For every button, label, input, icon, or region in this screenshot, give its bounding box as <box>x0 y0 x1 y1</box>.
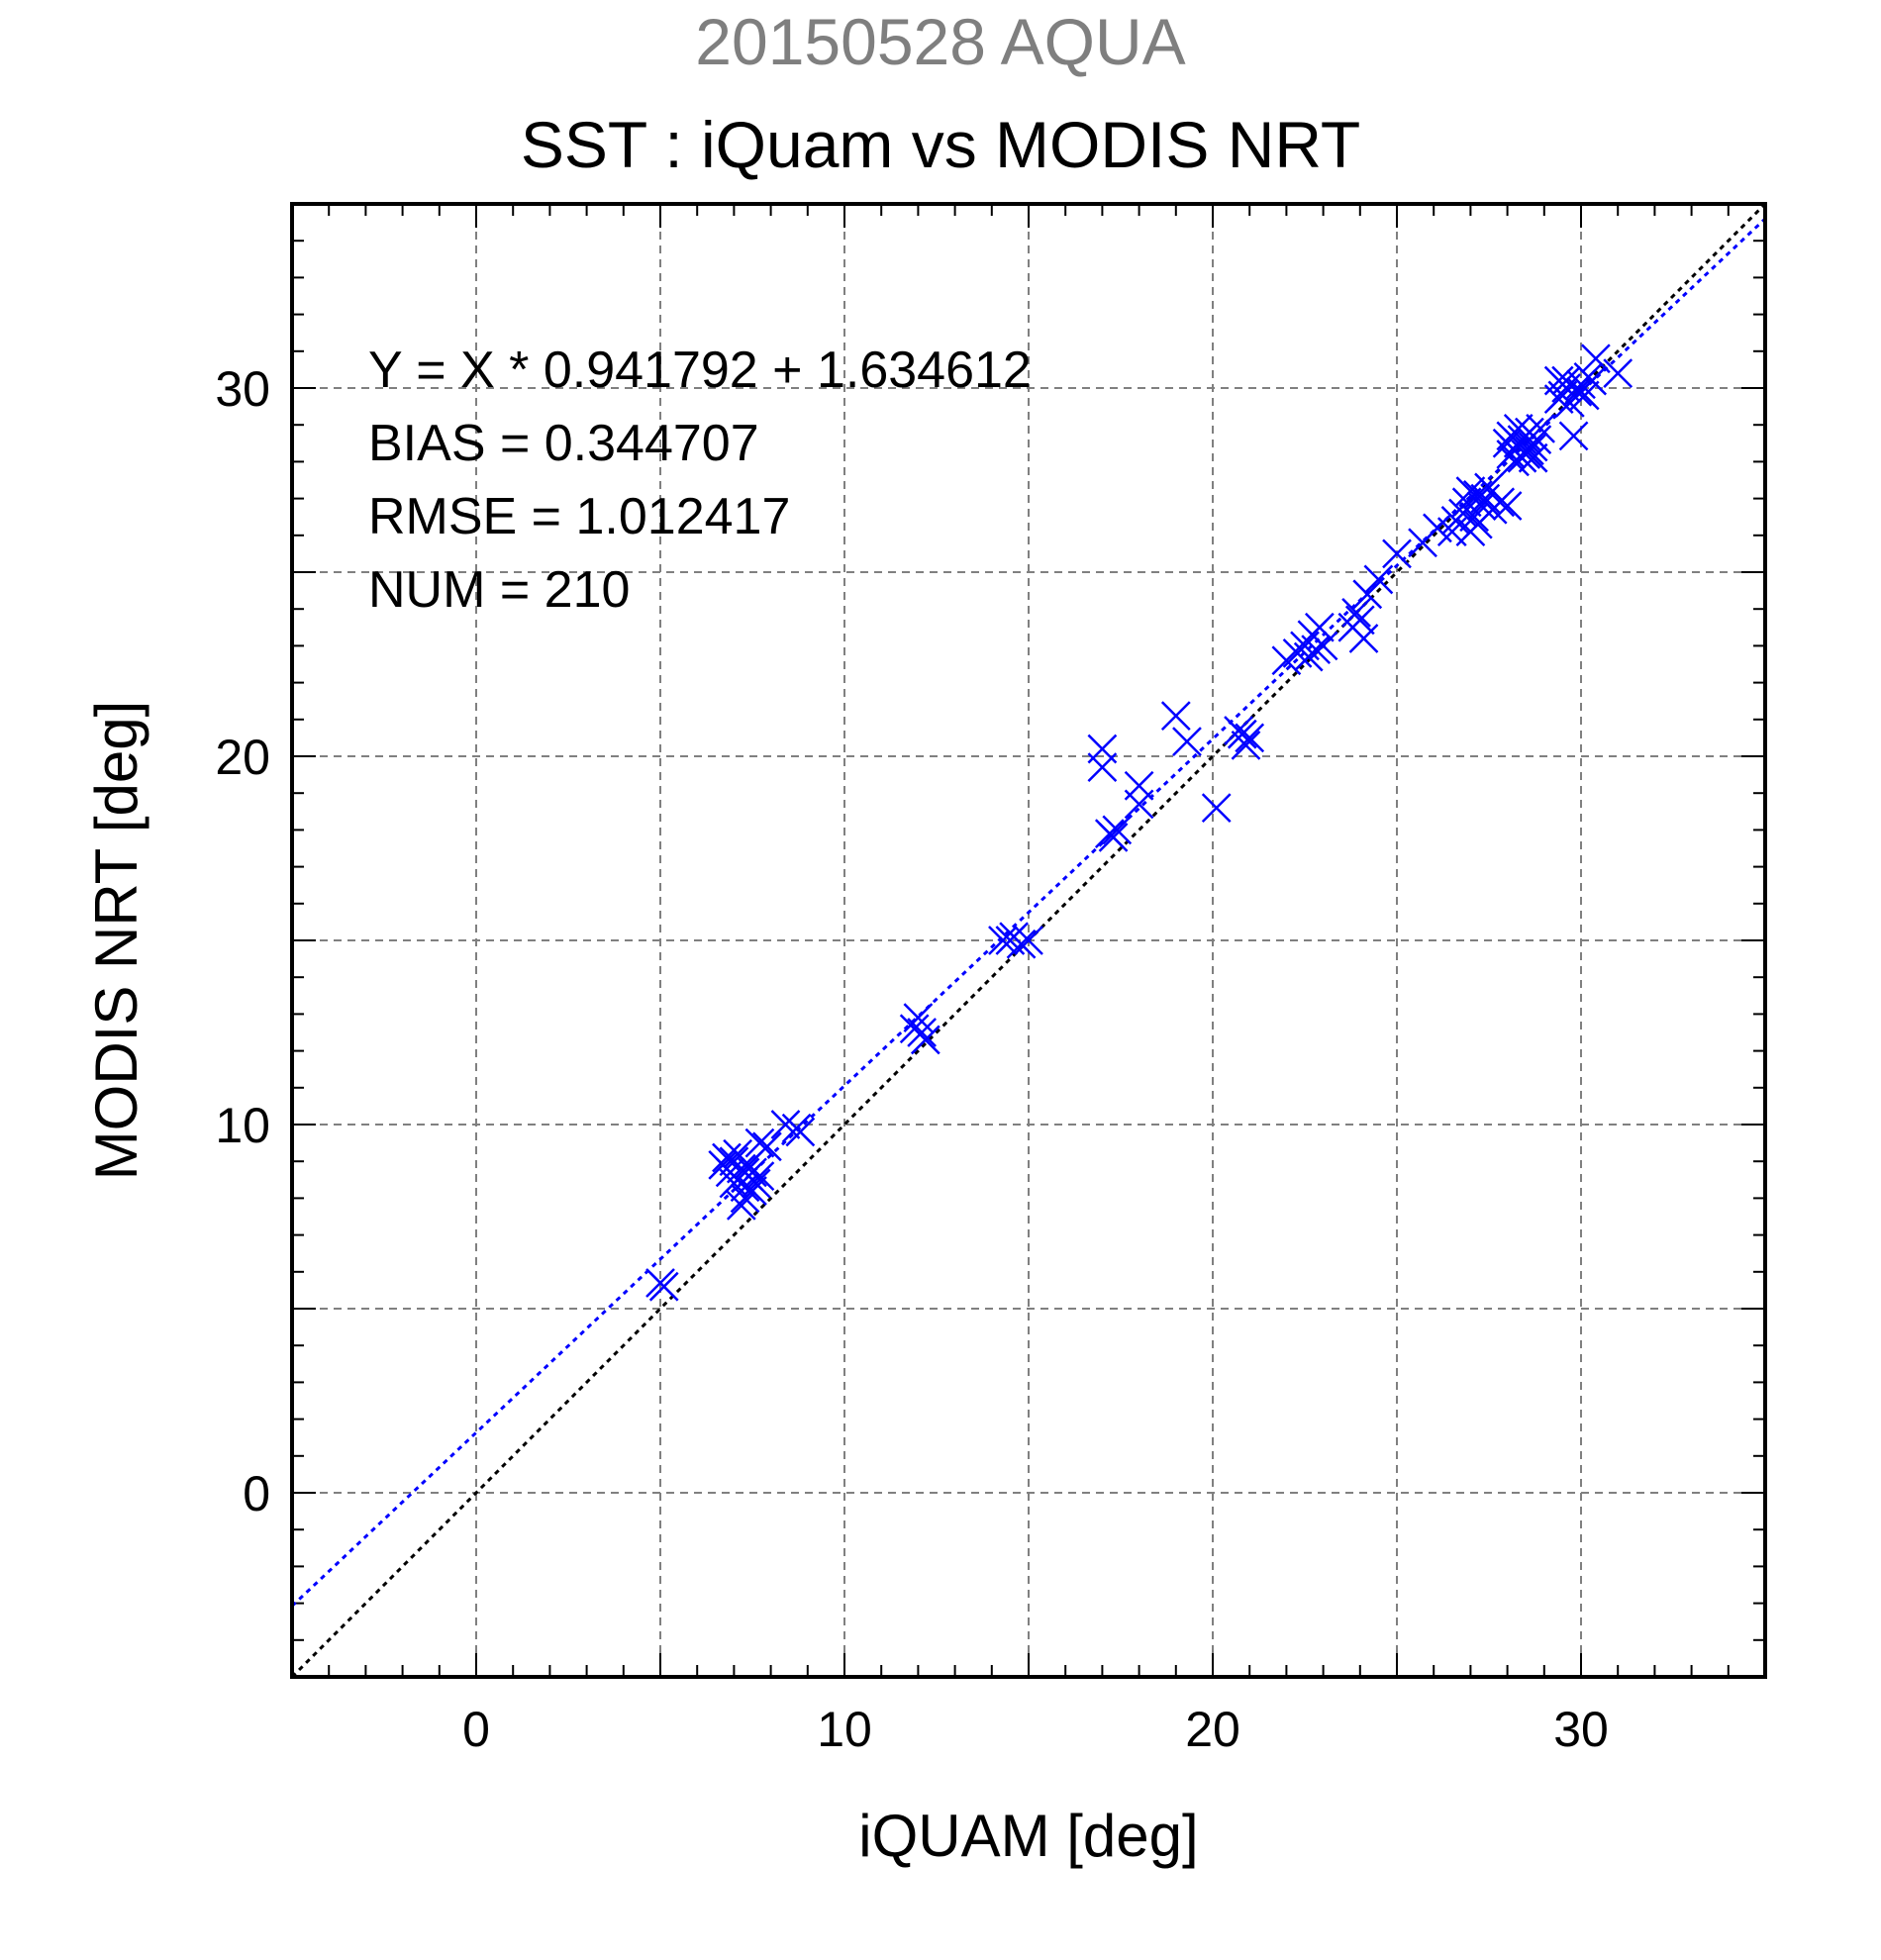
data-point <box>648 1271 679 1302</box>
data-point <box>1577 365 1608 396</box>
data-point <box>1352 579 1383 610</box>
data-point <box>1485 487 1516 518</box>
data-point <box>730 1183 760 1214</box>
data-point <box>1102 815 1133 845</box>
data-point <box>1348 624 1379 653</box>
data-point <box>988 926 1018 955</box>
tick-labels: 0 10 20 30 0 10 20 30 <box>215 361 1608 1757</box>
data-point <box>1518 442 1548 473</box>
data-point <box>1543 384 1574 415</box>
y-tick-label: 0 <box>243 1466 270 1521</box>
data-point <box>1382 539 1412 569</box>
data-point <box>1492 491 1523 521</box>
y-tick-label: 30 <box>215 361 270 417</box>
data-point <box>1172 727 1202 757</box>
data-point <box>785 1117 816 1147</box>
data-point <box>1308 631 1338 661</box>
data-point <box>751 1131 782 1162</box>
data-point <box>1603 358 1634 389</box>
data-point <box>1014 926 1043 955</box>
data-point <box>1522 425 1552 454</box>
data-point <box>738 1157 767 1188</box>
regression-line <box>292 217 1765 1608</box>
data-point <box>1098 822 1129 852</box>
data-point <box>1344 605 1375 636</box>
x-axis-label: iQUAM [deg] <box>858 1803 1198 1869</box>
data-point <box>1551 365 1582 396</box>
data-point <box>1363 564 1394 595</box>
bias-value: BIAS = 0.344707 <box>368 415 759 472</box>
data-point <box>1124 789 1154 820</box>
data-point <box>1341 598 1371 628</box>
data-point <box>770 1110 801 1139</box>
stats-annotation: Y = X * 0.941792 + 1.634612 BIAS = 0.344… <box>368 342 1032 619</box>
plot-frame <box>290 202 1767 1679</box>
data-point <box>1006 929 1037 959</box>
y-tick-label: 10 <box>215 1098 270 1153</box>
data-point <box>910 1025 940 1055</box>
data-point <box>1455 476 1486 507</box>
num-value: NUM = 210 <box>368 561 630 619</box>
data-point <box>1224 716 1253 745</box>
data-point <box>1466 491 1497 521</box>
data-points <box>645 343 1634 1302</box>
y-tick-label: 20 <box>215 730 270 785</box>
data-point <box>1201 793 1232 823</box>
data-point <box>1455 517 1486 546</box>
y-axis-label: MODIS NRT [deg] <box>83 701 149 1181</box>
data-point <box>1448 498 1478 529</box>
x-tick-label: 20 <box>1185 1702 1240 1757</box>
data-point <box>1304 612 1335 642</box>
data-point <box>1160 701 1191 731</box>
data-point <box>1511 421 1541 451</box>
plot-supertitle: 20150528 AQUA <box>695 5 1186 78</box>
data-point <box>1087 752 1118 783</box>
data-point <box>726 1190 756 1221</box>
data-point <box>1231 730 1261 760</box>
x-tick-label: 30 <box>1553 1702 1609 1757</box>
data-point <box>907 1018 938 1047</box>
data-point <box>1293 641 1324 672</box>
rmse-value: RMSE = 1.012417 <box>368 488 790 545</box>
data-point <box>744 1127 775 1158</box>
data-point <box>1526 414 1555 443</box>
data-point <box>1462 479 1493 510</box>
x-tick-label: 10 <box>817 1702 872 1757</box>
regression-equation: Y = X * 0.941792 + 1.634612 <box>368 342 1032 399</box>
data-point <box>1558 421 1589 451</box>
plot-title: SST : iQuam vs MODIS NRT <box>520 108 1361 181</box>
data-point <box>730 1157 760 1188</box>
x-tick-label: 0 <box>462 1702 490 1757</box>
